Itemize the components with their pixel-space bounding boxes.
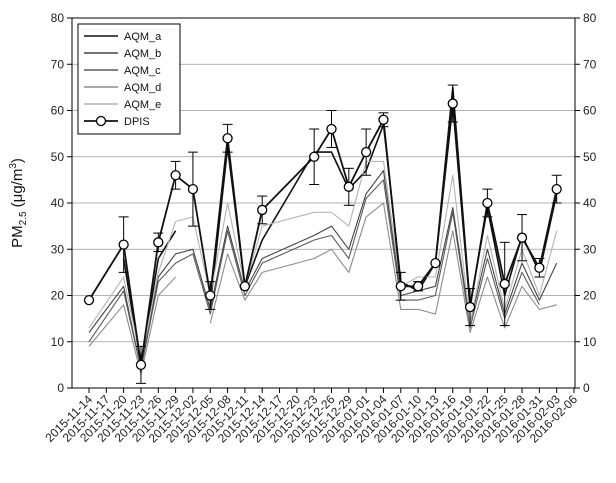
y-tick-label-right: 70 bbox=[583, 57, 597, 71]
legend-label: AQM_b bbox=[124, 48, 161, 60]
dpis-point bbox=[464, 301, 476, 313]
dpis-point bbox=[187, 183, 199, 195]
y-label-sub: 2.5 bbox=[18, 211, 29, 225]
legend-item: AQM_b bbox=[84, 48, 161, 60]
dpis-point bbox=[153, 237, 164, 248]
y-tick-label: 50 bbox=[51, 150, 65, 164]
dpis-point bbox=[534, 262, 545, 273]
series-aqm-e bbox=[88, 160, 558, 361]
dpis-point bbox=[412, 281, 424, 292]
y-tick-label: 30 bbox=[51, 242, 65, 256]
series-aqm-b bbox=[88, 170, 558, 371]
x-axis: 2015-11-142015-11-172015-11-202015-11-23… bbox=[42, 388, 580, 446]
dpis-point bbox=[378, 114, 389, 125]
legend-label: AQM_c bbox=[124, 65, 161, 77]
dpis-point bbox=[222, 133, 233, 144]
series-line bbox=[88, 170, 558, 371]
y-tick-label: 80 bbox=[51, 11, 65, 25]
y-tick-label: 60 bbox=[51, 104, 65, 118]
dpis-point bbox=[118, 239, 129, 250]
legend-label: AQM_d bbox=[124, 82, 161, 94]
legend-box bbox=[77, 23, 181, 135]
dpis-point bbox=[360, 146, 372, 158]
y-tick-label-right: 0 bbox=[583, 381, 590, 395]
series-line bbox=[88, 202, 557, 375]
y-tick-label: 0 bbox=[57, 381, 64, 395]
dpis-point bbox=[395, 281, 406, 292]
y-axis-right: 0 10 20 30 40 50 60 70 80 bbox=[575, 11, 597, 395]
y-tick-label: 10 bbox=[51, 335, 65, 349]
legend-marker bbox=[95, 115, 107, 127]
y-label-unit-close: ) bbox=[9, 158, 26, 163]
y-axis-label: PM2.5 (μg/m3) bbox=[8, 158, 29, 248]
dpis-point bbox=[135, 359, 147, 371]
legend-item: AQM_c bbox=[84, 65, 161, 77]
legend-item: DPIS bbox=[84, 115, 150, 128]
y-tick-label: 40 bbox=[51, 196, 65, 210]
legend: AQM_a AQM_b AQM_c AQM_d AQM_e DPIS bbox=[77, 23, 181, 135]
dpis-point bbox=[239, 281, 251, 292]
dpis-point bbox=[170, 170, 181, 181]
dpis-point bbox=[205, 290, 216, 301]
dpis-point bbox=[83, 294, 95, 306]
dpis-point bbox=[430, 257, 441, 269]
y-tick-label-right: 30 bbox=[583, 242, 597, 256]
dpis-point bbox=[482, 197, 493, 209]
legend-label: DPIS bbox=[124, 116, 150, 128]
dpis-point bbox=[499, 278, 510, 290]
legend-label: AQM_e bbox=[124, 99, 161, 111]
y-tick-label-right: 20 bbox=[583, 289, 597, 303]
series-line bbox=[88, 102, 558, 366]
y-tick-label-right: 80 bbox=[583, 11, 597, 25]
dpis-point bbox=[551, 183, 562, 195]
series-layer bbox=[83, 84, 569, 384]
series-line bbox=[88, 160, 558, 361]
dpis-point bbox=[257, 204, 268, 216]
dpis-point bbox=[447, 98, 458, 109]
y-tick-label: 20 bbox=[51, 289, 65, 303]
dpis-point bbox=[309, 151, 320, 162]
legend-item: AQM_d bbox=[84, 82, 161, 94]
y-tick-label-right: 60 bbox=[583, 104, 597, 118]
legend-item: AQM_a bbox=[84, 31, 162, 43]
y-tick-label-right: 10 bbox=[583, 335, 597, 349]
y-tick-label-right: 50 bbox=[583, 150, 597, 164]
legend-label: AQM_a bbox=[124, 31, 162, 43]
dpis-point bbox=[343, 181, 354, 192]
y-label-unit-sup: 3 bbox=[8, 163, 19, 169]
legend-item: AQM_e bbox=[84, 99, 161, 111]
series-dpis bbox=[83, 84, 562, 384]
series-aqm-d bbox=[88, 202, 557, 375]
y-tick-label: 70 bbox=[51, 57, 65, 71]
y-label-unit-open: (μg/m bbox=[9, 169, 26, 212]
y-tick-label-right: 40 bbox=[583, 196, 597, 210]
y-axis-left: 0 10 20 30 40 50 60 70 80 bbox=[51, 11, 72, 395]
dpis-point bbox=[326, 123, 337, 135]
dpis-point bbox=[516, 232, 528, 243]
y-label-main: PM bbox=[9, 225, 26, 248]
